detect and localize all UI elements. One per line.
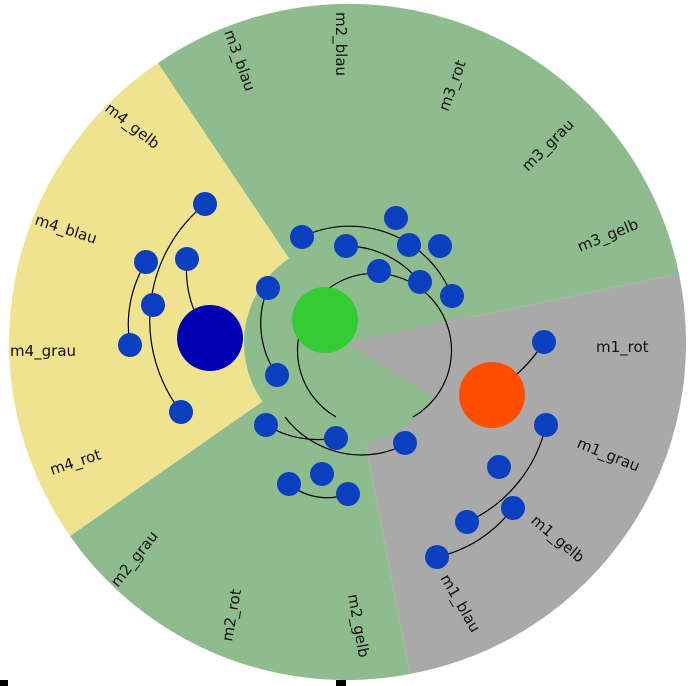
leaf-node[interactable]	[397, 233, 421, 257]
leaf-node[interactable]	[428, 234, 452, 258]
leaf-node[interactable]	[141, 293, 165, 317]
leaf-node[interactable]	[324, 426, 348, 450]
leaf-nodes	[118, 192, 558, 569]
leaf-node[interactable]	[134, 250, 158, 274]
leaf-node[interactable]	[265, 363, 289, 387]
bottom-tick-left	[0, 680, 8, 686]
leaf-node[interactable]	[487, 455, 511, 479]
leaf-node[interactable]	[455, 510, 479, 534]
leaf-node[interactable]	[367, 259, 391, 283]
hub-node-orange[interactable]	[459, 362, 525, 428]
label-m2-blau: m2_blau	[331, 12, 350, 76]
hub-node-green[interactable]	[292, 287, 358, 353]
leaf-node[interactable]	[193, 192, 217, 216]
leaf-node[interactable]	[336, 482, 360, 506]
arc-inner-core-2	[284, 416, 407, 456]
leaf-node[interactable]	[425, 545, 449, 569]
leaf-node[interactable]	[408, 270, 432, 294]
leaf-node[interactable]	[277, 472, 301, 496]
arc-m1-mid	[466, 424, 547, 523]
label-m4-grau: m4_grau	[10, 342, 76, 361]
leaf-node[interactable]	[501, 496, 525, 520]
leaf-node[interactable]	[440, 284, 464, 308]
leaf-node[interactable]	[254, 413, 278, 437]
leaf-node[interactable]	[534, 413, 558, 437]
leaf-node[interactable]	[310, 462, 334, 486]
leaf-node[interactable]	[532, 330, 556, 354]
label-m1-rot: m1_rot	[596, 338, 649, 357]
leaf-node[interactable]	[175, 247, 199, 271]
arc-m3-cluster	[301, 225, 453, 297]
leaf-node[interactable]	[169, 400, 193, 424]
leaf-node[interactable]	[118, 333, 142, 357]
leaf-node[interactable]	[256, 276, 280, 300]
leaf-node[interactable]	[393, 431, 417, 455]
inner-wedge-m4	[158, 63, 346, 343]
sector-m4	[9, 63, 347, 536]
bottom-tick-right	[336, 680, 346, 686]
hub-node-blue[interactable]	[177, 305, 243, 371]
leaf-node[interactable]	[290, 225, 314, 249]
sector-m3	[158, 3, 679, 344]
leaf-node[interactable]	[334, 234, 358, 258]
leaf-node[interactable]	[384, 206, 408, 230]
